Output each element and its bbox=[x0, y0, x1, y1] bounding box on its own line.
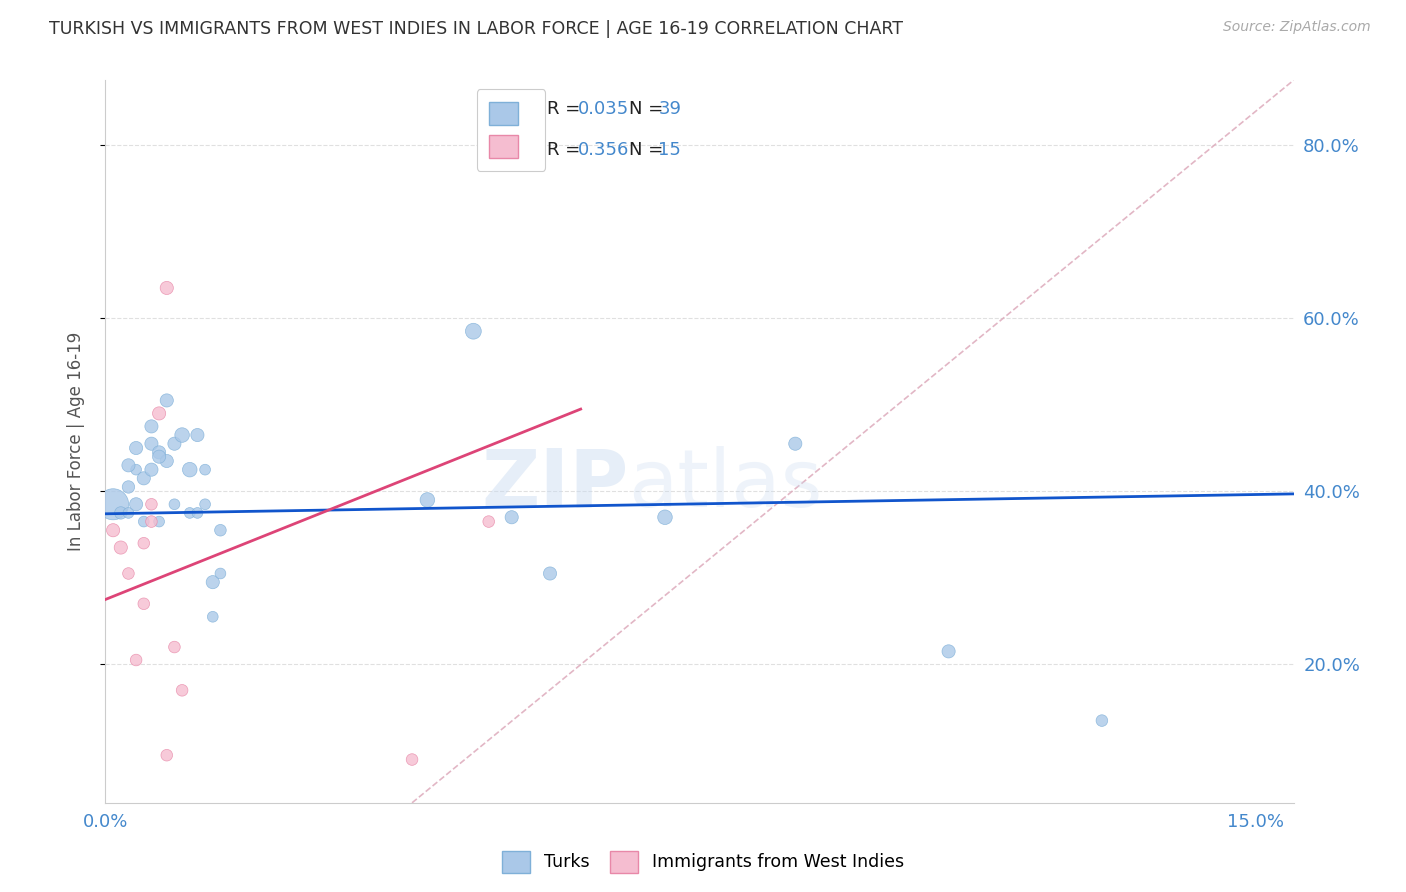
Point bbox=[125, 653, 148, 667]
Point bbox=[117, 458, 139, 473]
Point bbox=[201, 575, 224, 590]
Text: 0.356: 0.356 bbox=[578, 141, 630, 159]
Legend: , : , bbox=[477, 89, 546, 171]
Text: N =: N = bbox=[628, 100, 669, 118]
Point bbox=[141, 419, 163, 434]
Point bbox=[125, 497, 148, 511]
Point bbox=[172, 683, 194, 698]
Point bbox=[156, 281, 179, 295]
Point bbox=[110, 506, 132, 520]
Point bbox=[179, 506, 201, 520]
Text: 39: 39 bbox=[658, 100, 682, 118]
Point bbox=[478, 515, 501, 529]
Point bbox=[163, 497, 186, 511]
Point bbox=[1091, 714, 1114, 728]
Text: 0.035: 0.035 bbox=[578, 100, 630, 118]
Text: R =: R = bbox=[547, 100, 586, 118]
Text: Source: ZipAtlas.com: Source: ZipAtlas.com bbox=[1223, 20, 1371, 34]
Point bbox=[110, 541, 132, 555]
Point bbox=[117, 566, 139, 581]
Point bbox=[163, 436, 186, 450]
Point bbox=[538, 566, 561, 581]
Point bbox=[179, 463, 201, 477]
Point bbox=[654, 510, 676, 524]
Text: TURKISH VS IMMIGRANTS FROM WEST INDIES IN LABOR FORCE | AGE 16-19 CORRELATION CH: TURKISH VS IMMIGRANTS FROM WEST INDIES I… bbox=[49, 20, 903, 37]
Legend: Turks, Immigrants from West Indies: Turks, Immigrants from West Indies bbox=[494, 842, 912, 881]
Point bbox=[156, 454, 179, 468]
Point bbox=[172, 428, 194, 442]
Text: ZIP: ZIP bbox=[481, 446, 628, 524]
Point bbox=[201, 609, 224, 624]
Point bbox=[785, 436, 807, 450]
Point bbox=[101, 497, 124, 511]
Point bbox=[156, 748, 179, 763]
Point bbox=[194, 463, 217, 477]
Point bbox=[141, 436, 163, 450]
Point bbox=[141, 515, 163, 529]
Point bbox=[132, 597, 155, 611]
Point bbox=[117, 506, 139, 520]
Point bbox=[132, 536, 155, 550]
Point bbox=[141, 463, 163, 477]
Point bbox=[101, 523, 124, 537]
Point bbox=[132, 515, 155, 529]
Point bbox=[501, 510, 523, 524]
Point bbox=[148, 515, 170, 529]
Point bbox=[156, 393, 179, 408]
Text: 15: 15 bbox=[658, 141, 681, 159]
Point bbox=[148, 445, 170, 459]
Y-axis label: In Labor Force | Age 16-19: In Labor Force | Age 16-19 bbox=[66, 332, 84, 551]
Point bbox=[132, 471, 155, 485]
Text: R =: R = bbox=[547, 141, 586, 159]
Point bbox=[125, 441, 148, 455]
Point bbox=[125, 463, 148, 477]
Point bbox=[117, 480, 139, 494]
Point bbox=[141, 497, 163, 511]
Point bbox=[209, 523, 232, 537]
Point bbox=[463, 324, 485, 338]
Point bbox=[209, 566, 232, 581]
Point bbox=[416, 492, 439, 507]
Point bbox=[186, 506, 208, 520]
Point bbox=[186, 428, 208, 442]
Point bbox=[938, 644, 960, 658]
Text: atlas: atlas bbox=[628, 446, 823, 524]
Point bbox=[401, 752, 423, 766]
Point bbox=[194, 497, 217, 511]
Point bbox=[148, 406, 170, 420]
Point bbox=[148, 450, 170, 464]
Point bbox=[163, 640, 186, 654]
Text: N =: N = bbox=[628, 141, 669, 159]
